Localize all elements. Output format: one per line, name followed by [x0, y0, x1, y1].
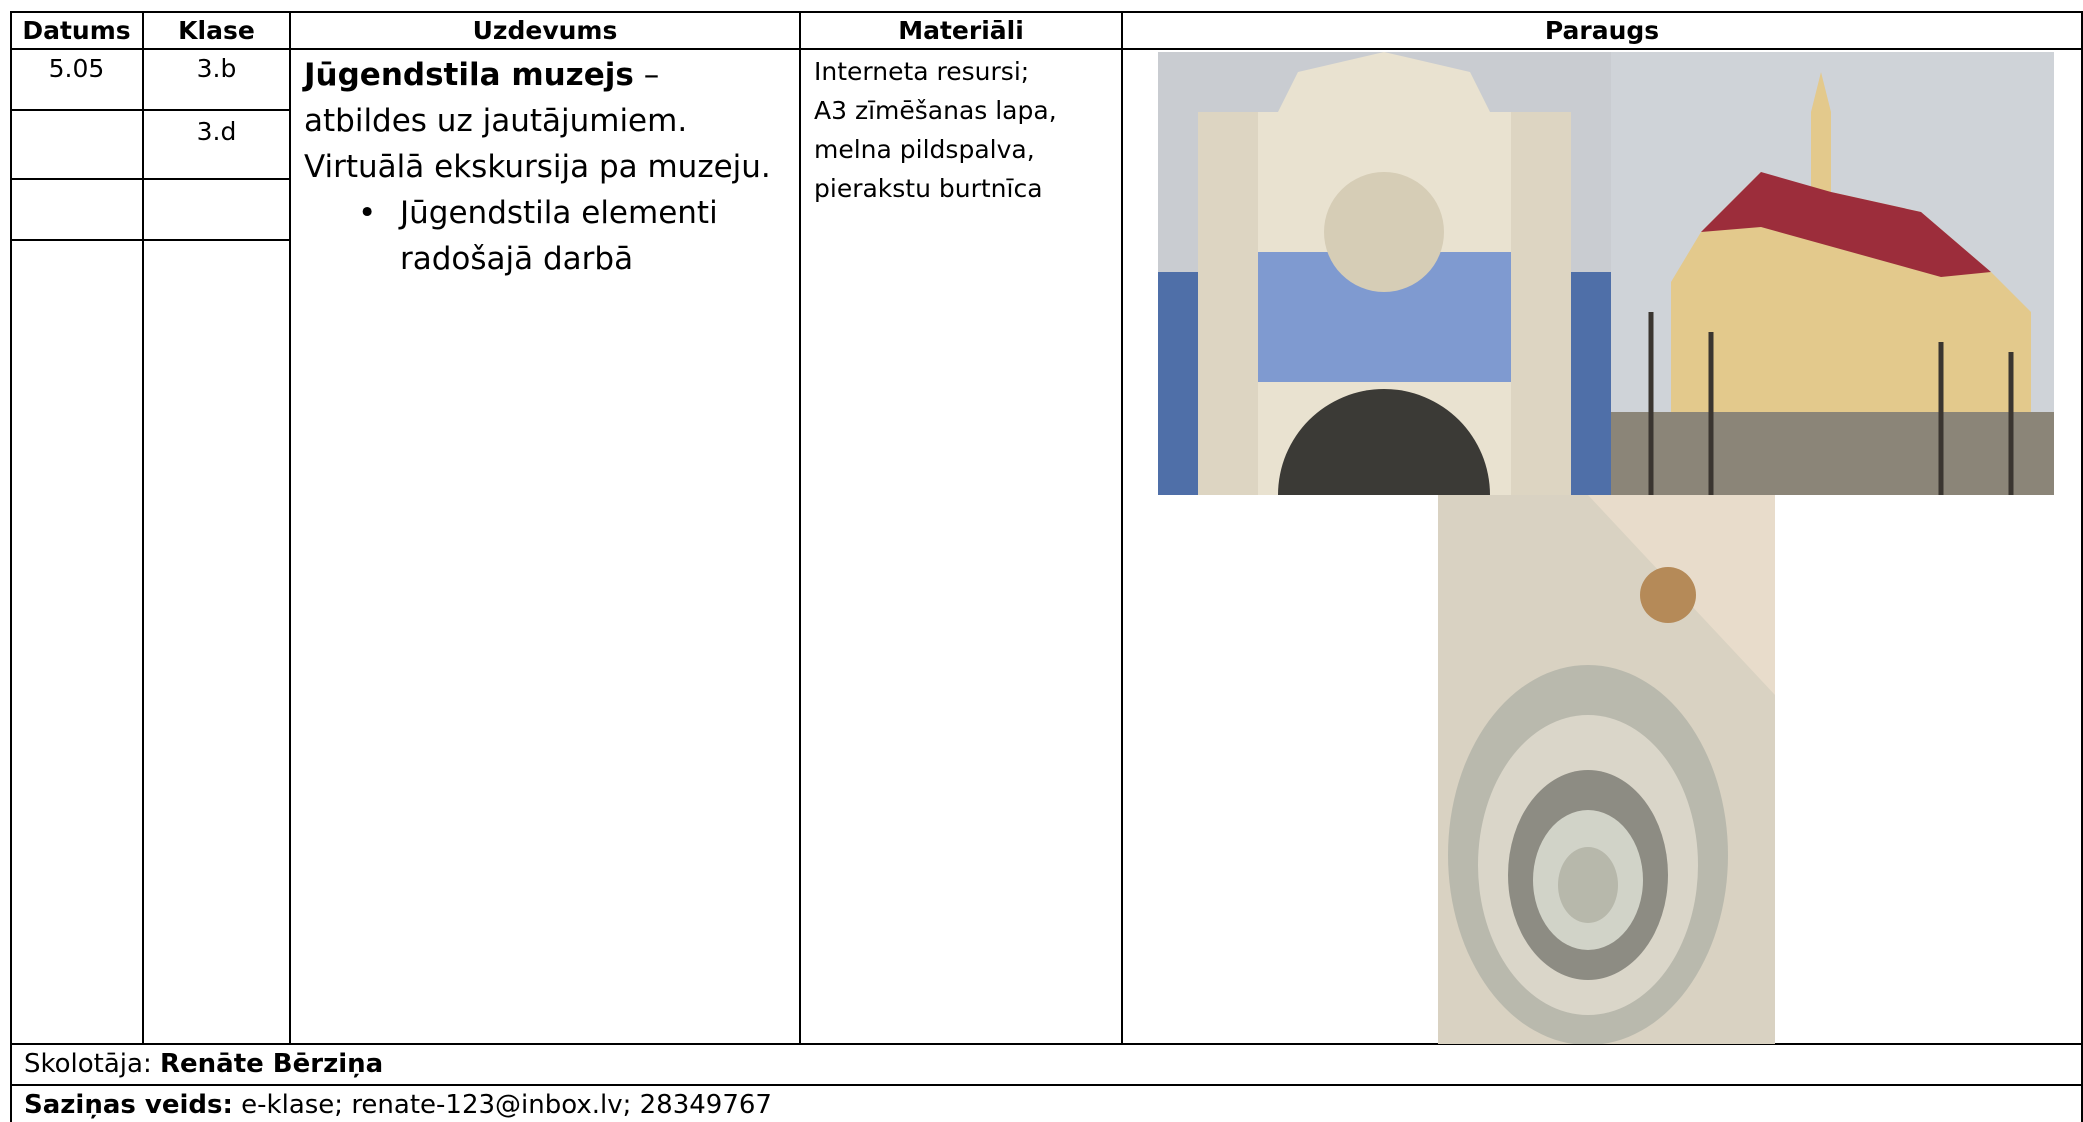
contact-row: Saziņas veids: e-klase; renate-123@inbox…: [24, 1090, 772, 1120]
header: Datums: [22, 16, 131, 45]
building-photo: [1611, 52, 2054, 495]
border: [11, 48, 2083, 50]
border: [10, 11, 12, 1122]
border: [142, 11, 144, 1044]
border: [11, 178, 290, 180]
contact: e-klase; renate-123@inbox.lv; 28349767: [241, 1090, 772, 1120]
border: [11, 1084, 2083, 1086]
border: [11, 1043, 2083, 1045]
header: Paraugs: [1544, 16, 1660, 45]
class: 3.d: [196, 117, 237, 146]
border: [2081, 11, 2083, 1122]
border: [11, 11, 2083, 13]
contact-label: Saziņas veids:: [24, 1090, 233, 1120]
task-text: – atbildes uz jautājumiem. Virtuālā eksk…: [304, 57, 771, 185]
material: melna pildspalva,: [814, 135, 1035, 164]
teacher-row: Skolotāja: Renāte Bērziņa: [24, 1049, 383, 1079]
bullet-text: Jūgendstila elementi radošajā darbā: [400, 195, 718, 277]
header: Uzdevums: [472, 16, 618, 45]
class: 3.b: [196, 54, 237, 83]
teacher-name: Renāte Bērziņa: [159, 1049, 384, 1079]
material: pierakstu burtnīca: [814, 174, 1043, 203]
material: A3 zīmēšanas lapa,: [814, 96, 1057, 125]
header: Materiāli: [898, 16, 1024, 45]
teacher-label: Skolotāja:: [24, 1049, 152, 1079]
task: Jūgendstila muzejs – atbildes uz jautāju…: [304, 52, 774, 282]
bullet: •: [358, 195, 377, 231]
facade-photo: [1158, 52, 1611, 495]
bullet-item: • Jūgendstila elementi radošajā darbā: [304, 190, 774, 282]
header: Klase: [178, 16, 255, 45]
material: Interneta resursi;: [814, 57, 1030, 86]
border: [11, 109, 290, 111]
border: [799, 11, 801, 1044]
date: 5.05: [48, 54, 105, 83]
border: [1121, 11, 1123, 1044]
task-title: Jūgendstila muzejs: [304, 57, 634, 93]
staircase-photo: [1438, 495, 1775, 1044]
border: [289, 11, 291, 1044]
border: [11, 239, 290, 241]
